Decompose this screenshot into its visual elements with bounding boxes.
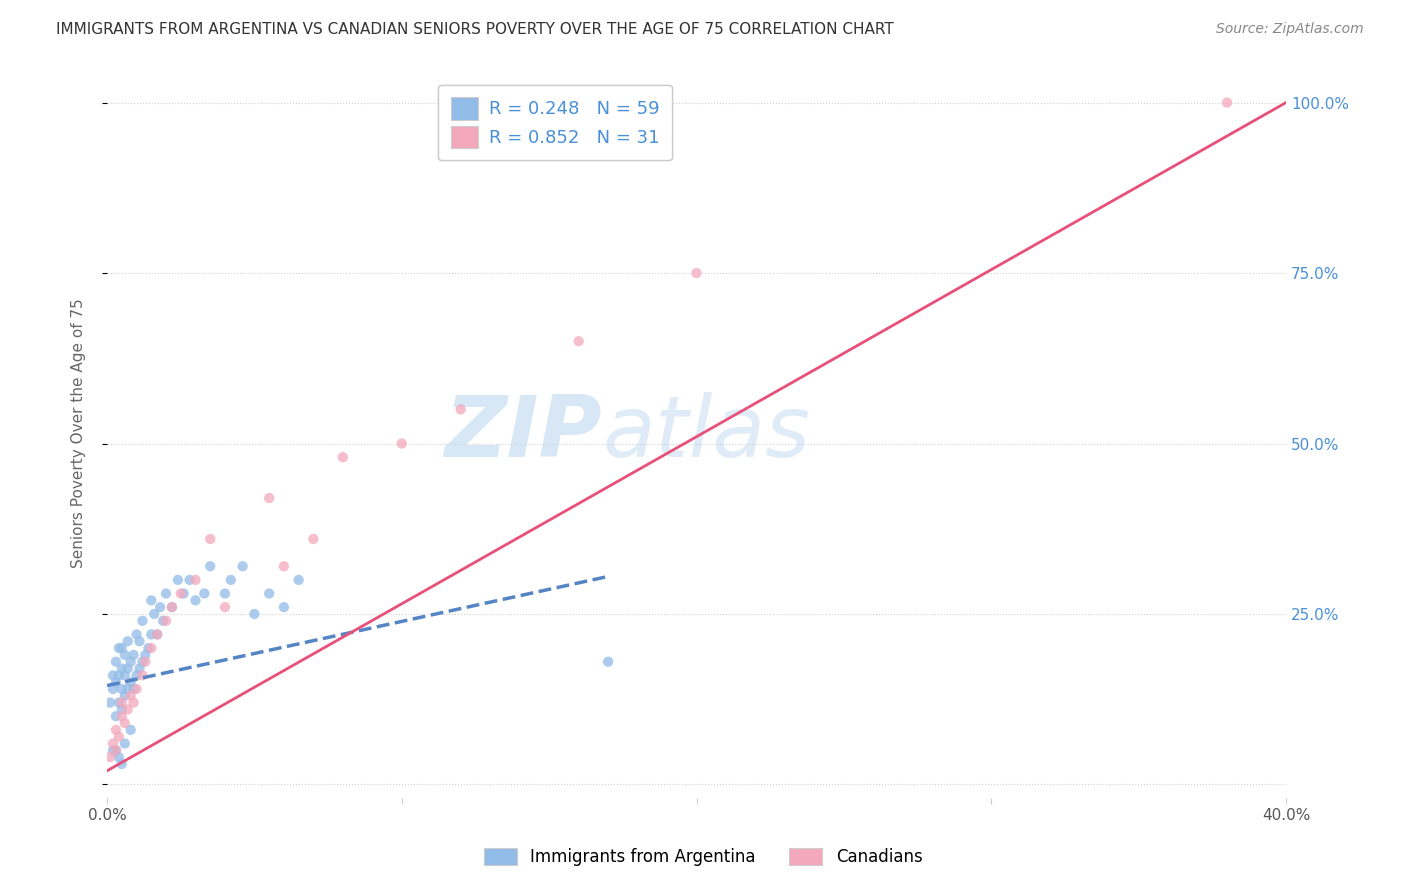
Point <box>131 614 153 628</box>
Point <box>257 586 280 600</box>
Point <box>114 737 136 751</box>
Point <box>146 627 169 641</box>
Point <box>598 655 620 669</box>
Text: atlas: atlas <box>602 392 810 475</box>
Point <box>111 709 134 723</box>
Point <box>138 641 160 656</box>
Point <box>104 743 127 757</box>
Point <box>200 532 222 546</box>
Point <box>170 586 193 600</box>
Point <box>134 648 156 662</box>
Point <box>391 436 413 450</box>
Point <box>152 614 174 628</box>
Point <box>101 681 124 696</box>
Point <box>98 750 121 764</box>
Point <box>98 696 121 710</box>
Point <box>101 668 124 682</box>
Point <box>111 661 134 675</box>
Point <box>450 402 472 417</box>
Point <box>120 689 142 703</box>
Point <box>117 681 139 696</box>
Point <box>125 627 148 641</box>
Point <box>287 573 309 587</box>
Legend: Immigrants from Argentina, Canadians: Immigrants from Argentina, Canadians <box>475 840 931 875</box>
Point <box>179 573 201 587</box>
Point <box>160 600 183 615</box>
Point <box>200 559 222 574</box>
Point <box>184 573 207 587</box>
Point <box>131 668 153 682</box>
Point <box>104 723 127 737</box>
Point <box>166 573 188 587</box>
Point <box>108 696 131 710</box>
Point <box>332 450 354 465</box>
Point <box>125 668 148 682</box>
Point <box>114 716 136 731</box>
Point <box>143 607 166 621</box>
Text: IMMIGRANTS FROM ARGENTINA VS CANADIAN SENIORS POVERTY OVER THE AGE OF 75 CORRELA: IMMIGRANTS FROM ARGENTINA VS CANADIAN SE… <box>56 22 894 37</box>
Point <box>146 627 169 641</box>
Point <box>141 627 163 641</box>
Point <box>568 334 591 349</box>
Point <box>214 586 236 600</box>
Point <box>120 675 142 690</box>
Point <box>122 696 145 710</box>
Text: Source: ZipAtlas.com: Source: ZipAtlas.com <box>1216 22 1364 37</box>
Point <box>149 600 172 615</box>
Point <box>232 559 254 574</box>
Point <box>111 702 134 716</box>
Point <box>114 668 136 682</box>
Point <box>111 696 134 710</box>
Point <box>108 730 131 744</box>
Point <box>111 681 134 696</box>
Y-axis label: Seniors Poverty Over the Age of 75: Seniors Poverty Over the Age of 75 <box>72 299 86 568</box>
Point <box>125 681 148 696</box>
Point <box>111 641 134 656</box>
Point <box>134 655 156 669</box>
Point <box>160 600 183 615</box>
Point <box>108 668 131 682</box>
Point <box>1216 95 1239 110</box>
Point <box>122 681 145 696</box>
Point <box>155 614 177 628</box>
Point <box>685 266 707 280</box>
Point <box>114 689 136 703</box>
Point <box>120 723 142 737</box>
Point <box>101 743 124 757</box>
Point <box>117 634 139 648</box>
Point <box>108 641 131 656</box>
Point <box>120 655 142 669</box>
Point <box>104 675 127 690</box>
Point <box>302 532 325 546</box>
Point <box>141 641 163 656</box>
Point <box>117 661 139 675</box>
Point <box>117 702 139 716</box>
Point <box>193 586 215 600</box>
Point <box>122 648 145 662</box>
Point <box>104 655 127 669</box>
Point <box>108 750 131 764</box>
Point <box>273 559 295 574</box>
Point <box>141 593 163 607</box>
Point <box>104 743 127 757</box>
Point <box>155 586 177 600</box>
Legend: R = 0.248   N = 59, R = 0.852   N = 31: R = 0.248 N = 59, R = 0.852 N = 31 <box>439 85 672 161</box>
Text: ZIP: ZIP <box>444 392 602 475</box>
Point <box>173 586 195 600</box>
Point <box>128 634 150 648</box>
Point <box>101 737 124 751</box>
Point <box>257 491 280 505</box>
Point <box>111 756 134 771</box>
Point <box>273 600 295 615</box>
Point <box>131 655 153 669</box>
Point <box>114 648 136 662</box>
Point <box>243 607 266 621</box>
Point <box>184 593 207 607</box>
Point <box>104 709 127 723</box>
Point <box>219 573 242 587</box>
Point <box>214 600 236 615</box>
Point <box>128 661 150 675</box>
